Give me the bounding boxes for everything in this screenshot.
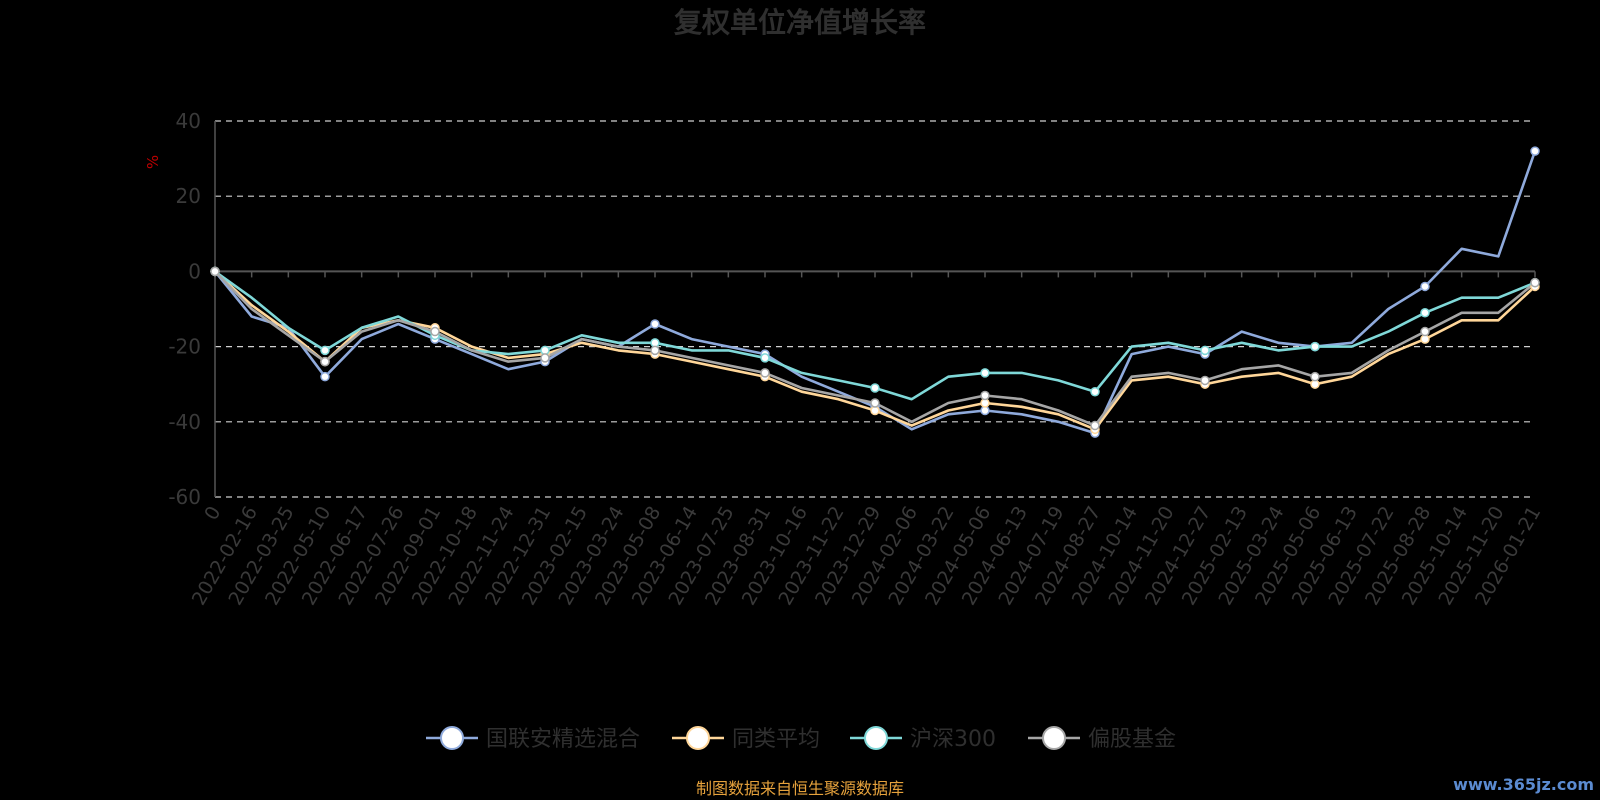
legend-swatch-marker <box>864 726 888 750</box>
series-point-2 <box>1200 345 1210 356</box>
series-point-0 <box>1530 146 1540 156</box>
y-tick-label: 40 <box>176 109 201 133</box>
legend[interactable]: 国联安精选混合 同类平均 沪深300 偏股基金 <box>426 726 1176 752</box>
series-point-3 <box>1420 326 1430 337</box>
series-point-3 <box>760 368 770 378</box>
axis-layer: -60-40-200204002022-02-162022-03-252022-… <box>168 109 1545 609</box>
series-point-3 <box>320 356 330 367</box>
series-point-0 <box>650 319 660 329</box>
series-point-3 <box>1310 371 1320 382</box>
legend-label: 国联安精选混合 <box>486 727 640 752</box>
legend-swatch-marker <box>440 726 464 750</box>
series-point-0 <box>320 371 330 382</box>
series-point-3 <box>430 326 440 337</box>
legend-swatch-marker <box>1042 726 1066 750</box>
series-point-3 <box>1090 420 1100 431</box>
legend-label: 沪深300 <box>910 727 996 752</box>
series-point-2 <box>870 383 880 393</box>
series-point-2 <box>760 353 770 363</box>
watermark-text: www.365jz.com <box>1453 775 1594 794</box>
series-point-3 <box>540 353 550 363</box>
series-point-3 <box>1530 277 1540 288</box>
y-tick-label: 0 <box>188 259 201 283</box>
source-note: 制图数据来自恒生聚源数据库 <box>696 779 904 798</box>
legend-label: 偏股基金 <box>1088 727 1176 752</box>
legend-swatch-marker <box>686 726 710 750</box>
legend-item-3[interactable]: 偏股基金 <box>1028 726 1176 752</box>
legend-item-1[interactable]: 同类平均 <box>672 726 820 752</box>
y-tick-label: -20 <box>168 335 201 359</box>
legend-item-2[interactable]: 沪深300 <box>850 726 996 752</box>
series-point-3 <box>980 390 990 401</box>
y-tick-label: -60 <box>168 485 201 509</box>
y-tick-label: 20 <box>176 184 201 208</box>
series-point-0 <box>1420 281 1430 292</box>
series-point-2 <box>320 345 330 356</box>
chart-title: 复权单位净值增长率 <box>674 6 926 39</box>
series-point-3 <box>1200 375 1210 386</box>
series-point-3 <box>210 266 220 277</box>
x-tick-label: 0 <box>200 503 225 524</box>
legend-label: 同类平均 <box>732 727 820 752</box>
legend-item-0[interactable]: 国联安精选混合 <box>426 726 640 752</box>
series-point-2 <box>1310 341 1320 352</box>
series-point-2 <box>1420 308 1430 318</box>
series-point-2 <box>1090 386 1100 397</box>
grid-layer <box>215 120 1535 498</box>
series-point-3 <box>870 398 880 408</box>
y-axis-unit-label: % <box>144 155 162 169</box>
y-tick-label: -40 <box>168 410 201 434</box>
series-layer <box>210 146 1540 438</box>
series-point-2 <box>980 368 990 378</box>
series-point-3 <box>650 345 660 356</box>
